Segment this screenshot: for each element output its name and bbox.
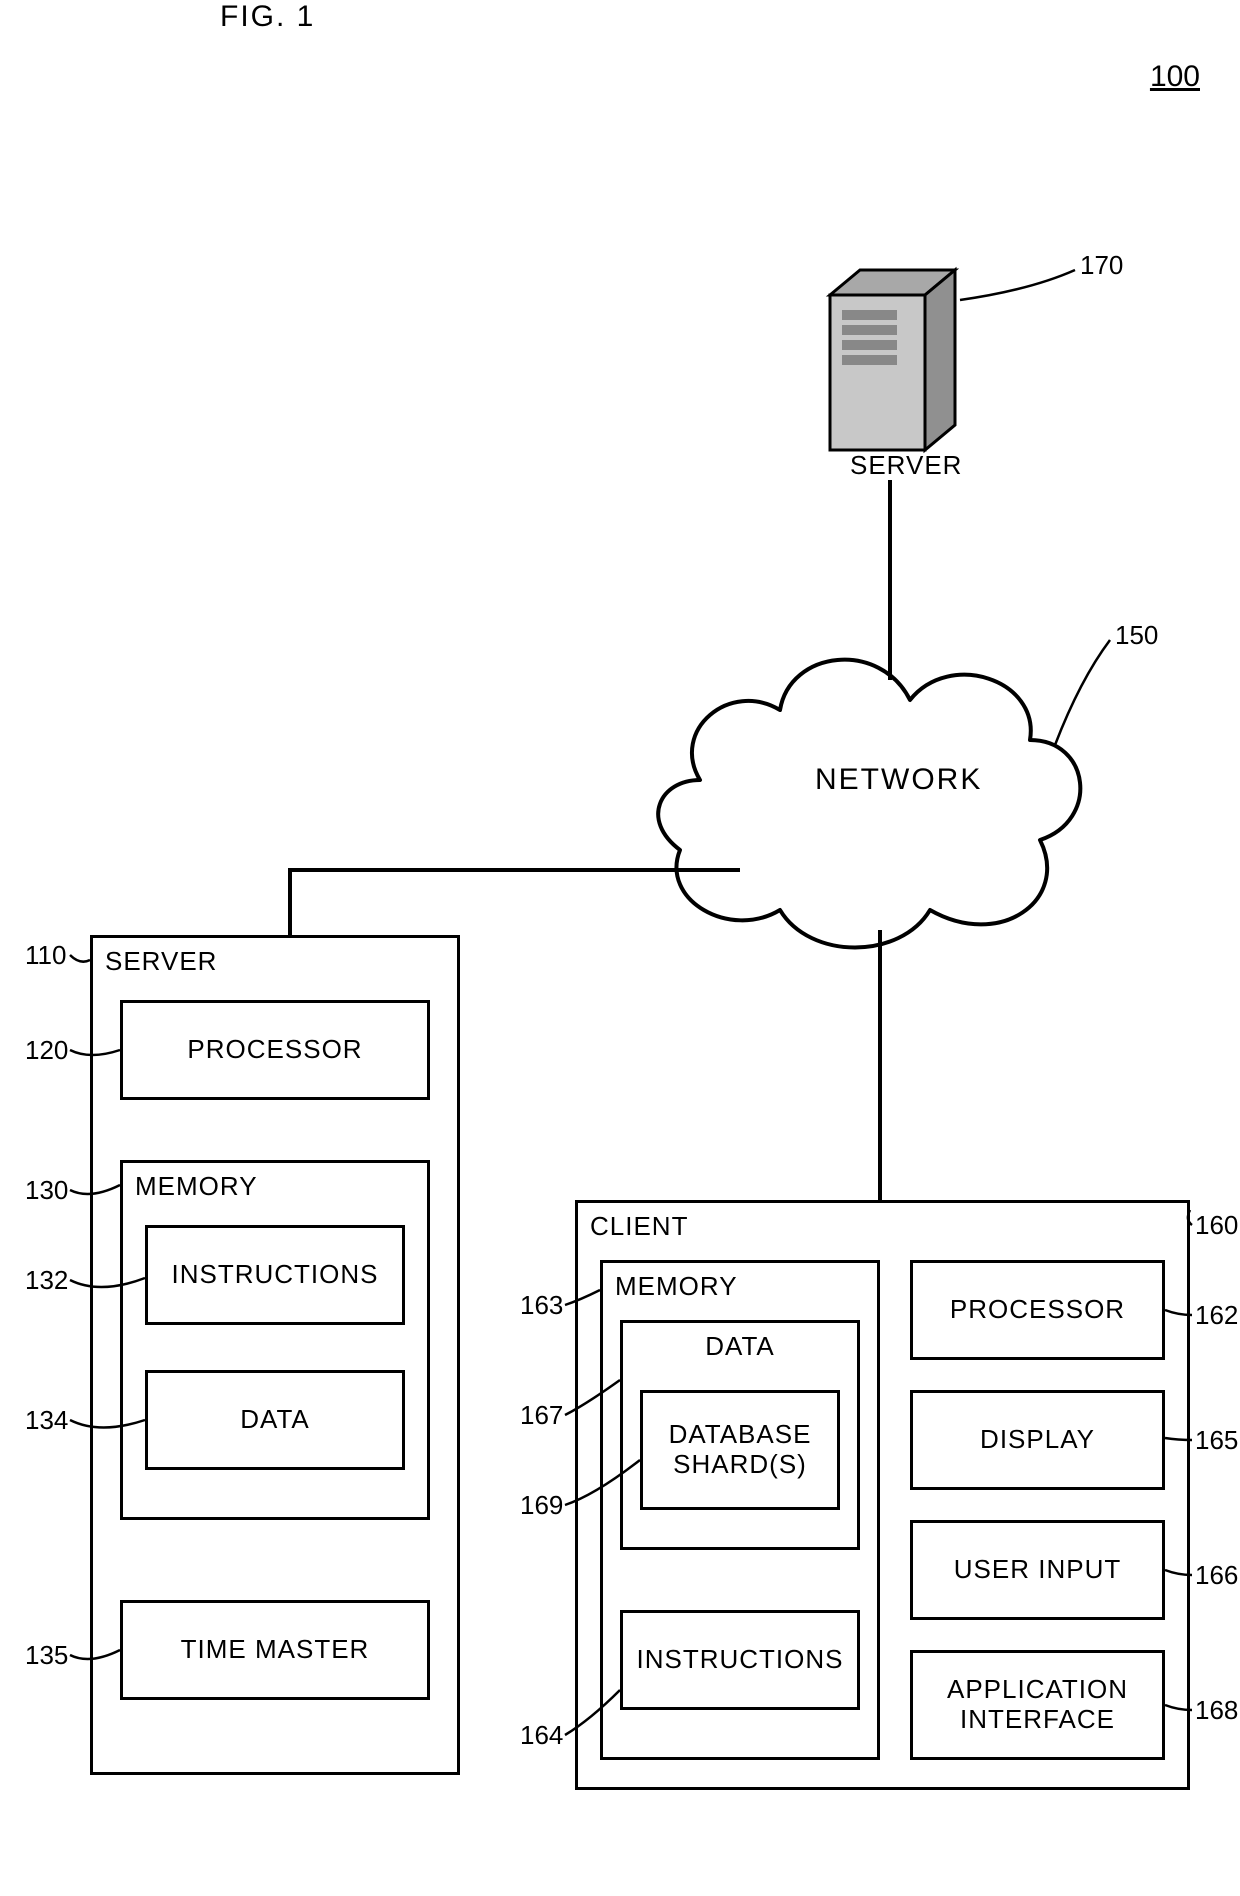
client-appinterface-label: APPLICATION INTERFACE — [947, 1675, 1128, 1735]
client-display-box: DISPLAY — [910, 1390, 1165, 1490]
ref-130: 130 — [25, 1175, 68, 1206]
network-cloud-icon — [658, 660, 1080, 948]
server-title: SERVER — [105, 946, 217, 977]
ref-166: 166 — [1195, 1560, 1238, 1591]
network-label: NETWORK — [815, 763, 982, 797]
ref-163: 163 — [520, 1290, 563, 1321]
client-processor-box: PROCESSOR — [910, 1260, 1165, 1360]
ref-134: 134 — [25, 1405, 68, 1436]
client-processor-label: PROCESSOR — [950, 1295, 1125, 1325]
client-data-title: DATA — [623, 1331, 857, 1362]
server-memory-title: MEMORY — [135, 1171, 258, 1202]
client-shards-box: DATABASE SHARD(S) — [640, 1390, 840, 1510]
client-instructions-box: INSTRUCTIONS — [620, 1610, 860, 1710]
ref-167: 167 — [520, 1400, 563, 1431]
server-instructions-box: INSTRUCTIONS — [145, 1225, 405, 1325]
client-title: CLIENT — [590, 1211, 688, 1242]
client-userinput-label: USER INPUT — [954, 1555, 1121, 1585]
server-data-label: DATA — [240, 1405, 309, 1435]
ref-150: 150 — [1115, 620, 1158, 651]
ref-170: 170 — [1080, 250, 1123, 281]
figure-title: FIG. 1 — [220, 0, 315, 34]
client-memory-title: MEMORY — [615, 1271, 738, 1302]
ref-system: 100 — [1150, 60, 1200, 94]
client-shards-label: DATABASE SHARD(S) — [669, 1420, 812, 1480]
client-userinput-box: USER INPUT — [910, 1520, 1165, 1620]
ref-164: 164 — [520, 1720, 563, 1751]
leader-lines-top — [960, 270, 1110, 745]
ref-110: 110 — [25, 940, 66, 971]
ref-135: 135 — [25, 1640, 68, 1671]
client-appinterface-box: APPLICATION INTERFACE — [910, 1650, 1165, 1760]
ref-165: 165 — [1195, 1425, 1238, 1456]
ref-132: 132 — [25, 1265, 68, 1296]
server-timemaster-label: TIME MASTER — [181, 1635, 370, 1665]
server-processor-label: PROCESSOR — [187, 1035, 362, 1065]
ref-169: 169 — [520, 1490, 563, 1521]
server-instructions-label: INSTRUCTIONS — [172, 1260, 379, 1290]
ref-120: 120 — [25, 1035, 68, 1066]
server-icon-label: SERVER — [850, 450, 962, 481]
client-display-label: DISPLAY — [980, 1425, 1095, 1455]
server-tower-icon — [830, 270, 955, 450]
server-processor-box: PROCESSOR — [120, 1000, 430, 1100]
ref-160: 160 — [1195, 1210, 1238, 1241]
server-data-box: DATA — [145, 1370, 405, 1470]
ref-162: 162 — [1195, 1300, 1238, 1331]
client-instructions-label: INSTRUCTIONS — [637, 1645, 844, 1675]
server-timemaster-box: TIME MASTER — [120, 1600, 430, 1700]
ref-168: 168 — [1195, 1695, 1238, 1726]
